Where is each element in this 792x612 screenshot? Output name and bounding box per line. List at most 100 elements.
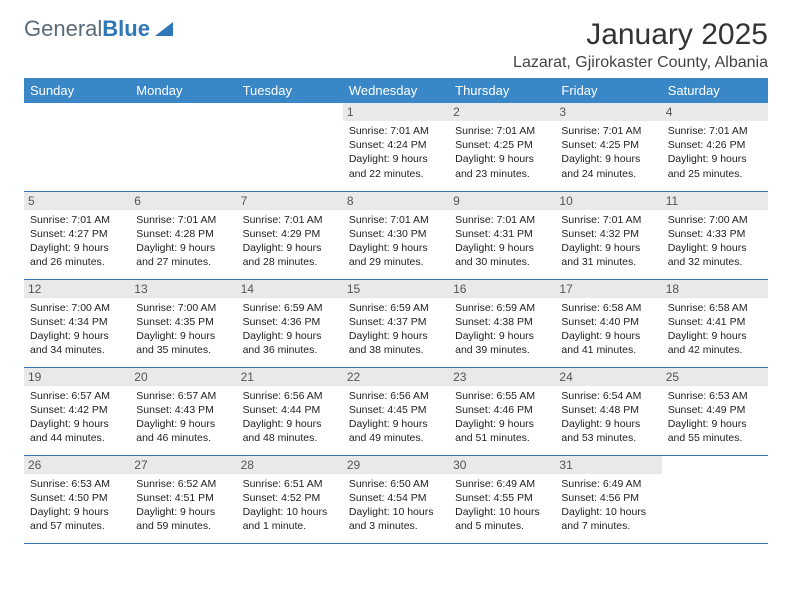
calendar-cell: 1Sunrise: 7:01 AMSunset: 4:24 PMDaylight… <box>343 103 449 191</box>
calendar-cell: 15Sunrise: 6:59 AMSunset: 4:37 PMDayligh… <box>343 279 449 367</box>
sunset-line: Sunset: 4:30 PM <box>349 227 443 241</box>
calendar-cell: 3Sunrise: 7:01 AMSunset: 4:25 PMDaylight… <box>555 103 661 191</box>
day-number: 3 <box>555 103 661 121</box>
day-number: 8 <box>343 192 449 210</box>
day-number: 26 <box>24 456 130 474</box>
daylight-line: Daylight: 9 hours and 55 minutes. <box>668 417 762 445</box>
sunrise-line: Sunrise: 6:52 AM <box>136 477 230 491</box>
calendar-cell: 22Sunrise: 6:56 AMSunset: 4:45 PMDayligh… <box>343 367 449 455</box>
location: Lazarat, Gjirokaster County, Albania <box>513 54 768 72</box>
sunset-line: Sunset: 4:24 PM <box>349 138 443 152</box>
logo-word2: Blue <box>102 16 150 41</box>
daylight-line: Daylight: 9 hours and 48 minutes. <box>243 417 337 445</box>
calendar-cell: 28Sunrise: 6:51 AMSunset: 4:52 PMDayligh… <box>237 455 343 543</box>
calendar-cell <box>237 103 343 191</box>
sunrise-line: Sunrise: 7:00 AM <box>668 213 762 227</box>
sunrise-line: Sunrise: 7:00 AM <box>30 301 124 315</box>
daylight-line: Daylight: 9 hours and 25 minutes. <box>668 152 762 180</box>
sunrise-line: Sunrise: 7:00 AM <box>136 301 230 315</box>
sunrise-line: Sunrise: 6:51 AM <box>243 477 337 491</box>
weekday-saturday: Saturday <box>662 78 768 103</box>
day-number: 4 <box>662 103 768 121</box>
calendar-cell: 12Sunrise: 7:00 AMSunset: 4:34 PMDayligh… <box>24 279 130 367</box>
daylight-line: Daylight: 10 hours and 5 minutes. <box>455 505 549 533</box>
sunrise-line: Sunrise: 7:01 AM <box>349 213 443 227</box>
sunset-line: Sunset: 4:38 PM <box>455 315 549 329</box>
daylight-line: Daylight: 9 hours and 29 minutes. <box>349 241 443 269</box>
calendar-cell: 17Sunrise: 6:58 AMSunset: 4:40 PMDayligh… <box>555 279 661 367</box>
daylight-line: Daylight: 9 hours and 24 minutes. <box>561 152 655 180</box>
calendar-cell: 5Sunrise: 7:01 AMSunset: 4:27 PMDaylight… <box>24 191 130 279</box>
calendar-head: SundayMondayTuesdayWednesdayThursdayFrid… <box>24 78 768 103</box>
sunrise-line: Sunrise: 7:01 AM <box>30 213 124 227</box>
calendar-cell: 8 Sunrise: 7:01 AMSunset: 4:30 PMDaylight… <box>343 191 449 279</box>
daylight-line: Daylight: 9 hours and 46 minutes. <box>136 417 230 445</box>
sunset-line: Sunset: 4:41 PM <box>668 315 762 329</box>
sunset-line: Sunset: 4:28 PM <box>136 227 230 241</box>
sail-icon <box>155 22 173 36</box>
calendar-cell: 7Sunrise: 7:01 AMSunset: 4:29 PMDaylight… <box>237 191 343 279</box>
sunrise-line: Sunrise: 6:49 AM <box>561 477 655 491</box>
sunset-line: Sunset: 4:52 PM <box>243 491 337 505</box>
day-number: 20 <box>130 368 236 386</box>
sunset-line: Sunset: 4:54 PM <box>349 491 443 505</box>
sunset-line: Sunset: 4:43 PM <box>136 403 230 417</box>
sunset-line: Sunset: 4:29 PM <box>243 227 337 241</box>
sunset-line: Sunset: 4:37 PM <box>349 315 443 329</box>
weekday-row: SundayMondayTuesdayWednesdayThursdayFrid… <box>24 78 768 103</box>
day-number: 29 <box>343 456 449 474</box>
day-number: 16 <box>449 280 555 298</box>
calendar-cell: 20 Sunrise: 6:57 AMSunset: 4:43 PMDayligh… <box>130 367 236 455</box>
weekday-tuesday: Tuesday <box>237 78 343 103</box>
sunrise-line: Sunrise: 6:55 AM <box>455 389 549 403</box>
sunrise-line: Sunrise: 6:59 AM <box>349 301 443 315</box>
calendar-cell: 13Sunrise: 7:00 AMSunset: 4:35 PMDayligh… <box>130 279 236 367</box>
sunset-line: Sunset: 4:45 PM <box>349 403 443 417</box>
sunrise-line: Sunrise: 6:59 AM <box>455 301 549 315</box>
calendar-body: 1Sunrise: 7:01 AMSunset: 4:24 PMDaylight… <box>24 103 768 543</box>
sunrise-line: Sunrise: 6:53 AM <box>30 477 124 491</box>
sunrise-line: Sunrise: 7:01 AM <box>349 124 443 138</box>
title-block: January 2025 Lazarat, Gjirokaster County… <box>513 18 768 72</box>
calendar-cell: 24Sunrise: 6:54 AMSunset: 4:48 PMDayligh… <box>555 367 661 455</box>
weekday-sunday: Sunday <box>24 78 130 103</box>
logo-word1: General <box>24 16 102 41</box>
daylight-line: Daylight: 9 hours and 42 minutes. <box>668 329 762 357</box>
daylight-line: Daylight: 9 hours and 57 minutes. <box>30 505 124 533</box>
sunrise-line: Sunrise: 7:01 AM <box>561 124 655 138</box>
sunrise-line: Sunrise: 6:57 AM <box>136 389 230 403</box>
sunrise-line: Sunrise: 7:01 AM <box>455 124 549 138</box>
daylight-line: Daylight: 9 hours and 30 minutes. <box>455 241 549 269</box>
month-title: January 2025 <box>513 18 768 52</box>
calendar-cell: 14Sunrise: 6:59 AMSunset: 4:36 PMDayligh… <box>237 279 343 367</box>
day-number: 9 <box>449 192 555 210</box>
sunrise-line: Sunrise: 6:58 AM <box>561 301 655 315</box>
sunset-line: Sunset: 4:55 PM <box>455 491 549 505</box>
daylight-line: Daylight: 9 hours and 27 minutes. <box>136 241 230 269</box>
calendar-cell: 19Sunrise: 6:57 AMSunset: 4:42 PMDayligh… <box>24 367 130 455</box>
calendar-cell: 27Sunrise: 6:52 AMSunset: 4:51 PMDayligh… <box>130 455 236 543</box>
sunrise-line: Sunrise: 6:56 AM <box>243 389 337 403</box>
day-number: 2 <box>449 103 555 121</box>
day-number: 18 <box>662 280 768 298</box>
sunset-line: Sunset: 4:50 PM <box>30 491 124 505</box>
calendar-table: SundayMondayTuesdayWednesdayThursdayFrid… <box>24 78 768 544</box>
daylight-line: Daylight: 9 hours and 35 minutes. <box>136 329 230 357</box>
calendar-cell: 23Sunrise: 6:55 AMSunset: 4:46 PMDayligh… <box>449 367 555 455</box>
calendar-cell: 9Sunrise: 7:01 AMSunset: 4:31 PMDaylight… <box>449 191 555 279</box>
sunset-line: Sunset: 4:32 PM <box>561 227 655 241</box>
sunset-line: Sunset: 4:27 PM <box>30 227 124 241</box>
sunset-line: Sunset: 4:25 PM <box>455 138 549 152</box>
sunset-line: Sunset: 4:56 PM <box>561 491 655 505</box>
sunset-line: Sunset: 4:48 PM <box>561 403 655 417</box>
calendar-cell: 4Sunrise: 7:01 AMSunset: 4:26 PMDaylight… <box>662 103 768 191</box>
day-number: 1 <box>343 103 449 121</box>
day-number: 12 <box>24 280 130 298</box>
calendar-cell <box>24 103 130 191</box>
calendar-cell: 26 Sunrise: 6:53 AMSunset: 4:50 PMDayligh… <box>24 455 130 543</box>
sunrise-line: Sunrise: 6:50 AM <box>349 477 443 491</box>
daylight-line: Daylight: 9 hours and 26 minutes. <box>30 241 124 269</box>
sunrise-line: Sunrise: 6:49 AM <box>455 477 549 491</box>
weekday-monday: Monday <box>130 78 236 103</box>
sunset-line: Sunset: 4:49 PM <box>668 403 762 417</box>
